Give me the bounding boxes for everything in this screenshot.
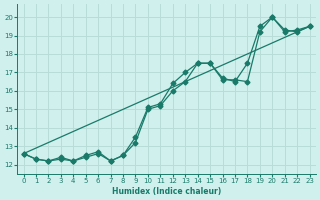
- X-axis label: Humidex (Indice chaleur): Humidex (Indice chaleur): [112, 187, 221, 196]
